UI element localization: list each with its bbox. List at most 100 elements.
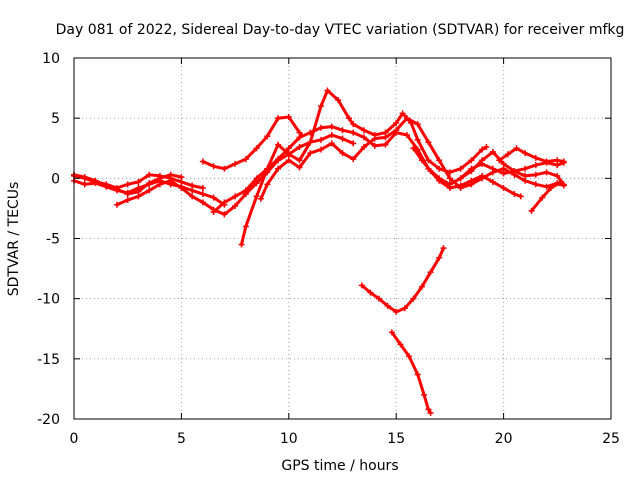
data-point-marker xyxy=(307,139,314,146)
y-tick-label: -15 xyxy=(37,352,60,368)
data-point-marker xyxy=(318,136,325,143)
data-point-marker xyxy=(425,406,432,413)
data-point-marker xyxy=(489,148,496,155)
x-tick-label: 5 xyxy=(177,431,186,447)
data-point-marker xyxy=(457,165,464,172)
data-point-marker xyxy=(489,178,496,185)
data-point-marker xyxy=(296,134,303,141)
data-point-marker xyxy=(425,157,432,164)
data-point-marker xyxy=(264,133,271,140)
data-point-marker xyxy=(328,123,335,130)
data-point-marker xyxy=(242,223,249,230)
data-point-marker xyxy=(393,127,400,134)
data-point-marker xyxy=(178,174,185,181)
data-point-marker xyxy=(189,187,196,194)
data-point-marker xyxy=(446,175,453,182)
data-point-marker xyxy=(560,182,567,189)
data-point-marker xyxy=(328,140,335,147)
data-point-marker xyxy=(264,165,271,172)
data-point-marker xyxy=(382,134,389,141)
data-point-marker xyxy=(318,103,325,110)
data-point-marker xyxy=(532,171,539,178)
data-series-group xyxy=(71,87,567,416)
y-tick-label: -20 xyxy=(37,412,60,428)
data-point-marker xyxy=(210,163,217,170)
data-point-marker xyxy=(345,115,352,122)
grid xyxy=(74,58,611,419)
data-point-marker xyxy=(500,170,507,177)
data-point-marker xyxy=(393,119,400,126)
data-point-marker xyxy=(418,283,425,290)
data-point-marker xyxy=(414,136,421,143)
data-point-marker xyxy=(436,254,443,261)
data-point-marker xyxy=(397,341,404,348)
data-point-marker xyxy=(253,145,260,152)
data-point-marker xyxy=(81,181,88,188)
data-point-marker xyxy=(543,158,550,165)
x-tick-label: 15 xyxy=(387,431,405,447)
data-point-marker xyxy=(339,135,346,142)
series-track-13 xyxy=(360,246,445,314)
data-point-marker xyxy=(522,165,529,172)
data-point-marker xyxy=(103,182,110,189)
data-point-marker xyxy=(468,177,475,184)
data-point-marker xyxy=(427,269,434,276)
data-point-marker xyxy=(489,165,496,172)
data-point-marker xyxy=(232,193,239,200)
data-point-marker xyxy=(285,145,292,152)
data-point-marker xyxy=(517,193,524,200)
data-point-marker xyxy=(479,146,486,153)
data-point-marker xyxy=(421,391,428,398)
y-tick-label: 0 xyxy=(51,171,60,187)
data-point-marker xyxy=(436,177,443,184)
data-point-marker xyxy=(146,187,153,194)
data-point-marker xyxy=(532,181,539,188)
data-point-marker xyxy=(440,245,447,252)
data-point-marker xyxy=(556,180,563,187)
data-point-marker xyxy=(285,157,292,164)
data-point-marker xyxy=(318,124,325,131)
data-point-marker xyxy=(178,184,185,191)
data-point-marker xyxy=(554,157,561,164)
y-tick-label: 5 xyxy=(51,111,60,127)
data-point-marker xyxy=(496,157,503,164)
data-point-marker xyxy=(436,165,443,172)
data-point-marker xyxy=(253,175,260,182)
data-point-marker xyxy=(339,150,346,157)
data-point-marker xyxy=(522,177,529,184)
data-point-marker xyxy=(81,174,88,181)
data-point-marker xyxy=(403,115,410,122)
data-point-marker xyxy=(376,295,383,302)
y-axis-label: SDTVAR / TECUs xyxy=(6,182,22,297)
data-point-marker xyxy=(339,127,346,134)
data-point-marker xyxy=(554,172,561,179)
data-point-marker xyxy=(399,110,406,117)
x-tick-label: 0 xyxy=(70,431,79,447)
data-point-marker xyxy=(199,199,206,206)
data-point-marker xyxy=(360,127,367,134)
data-point-marker xyxy=(513,145,520,152)
data-point-marker xyxy=(414,121,421,128)
data-point-marker xyxy=(360,134,367,141)
data-point-marker xyxy=(371,135,378,142)
data-point-marker xyxy=(257,195,264,202)
data-point-marker xyxy=(543,183,550,190)
data-point-marker xyxy=(253,193,260,200)
data-point-marker xyxy=(457,175,464,182)
y-tick-label: -5 xyxy=(46,232,60,248)
x-axis-label: GPS time / hours xyxy=(281,458,398,474)
data-point-marker xyxy=(547,184,554,191)
data-point-marker xyxy=(189,193,196,200)
data-point-marker xyxy=(275,165,282,172)
data-point-marker xyxy=(560,158,567,165)
x-tick-label: 25 xyxy=(602,431,620,447)
data-point-marker xyxy=(146,180,153,187)
series-track-8 xyxy=(259,116,566,201)
data-point-marker xyxy=(221,199,228,206)
data-point-marker xyxy=(296,144,303,151)
data-point-marker xyxy=(285,113,292,120)
data-point-marker xyxy=(468,157,475,164)
data-point-marker xyxy=(264,181,271,188)
data-point-marker xyxy=(425,139,432,146)
